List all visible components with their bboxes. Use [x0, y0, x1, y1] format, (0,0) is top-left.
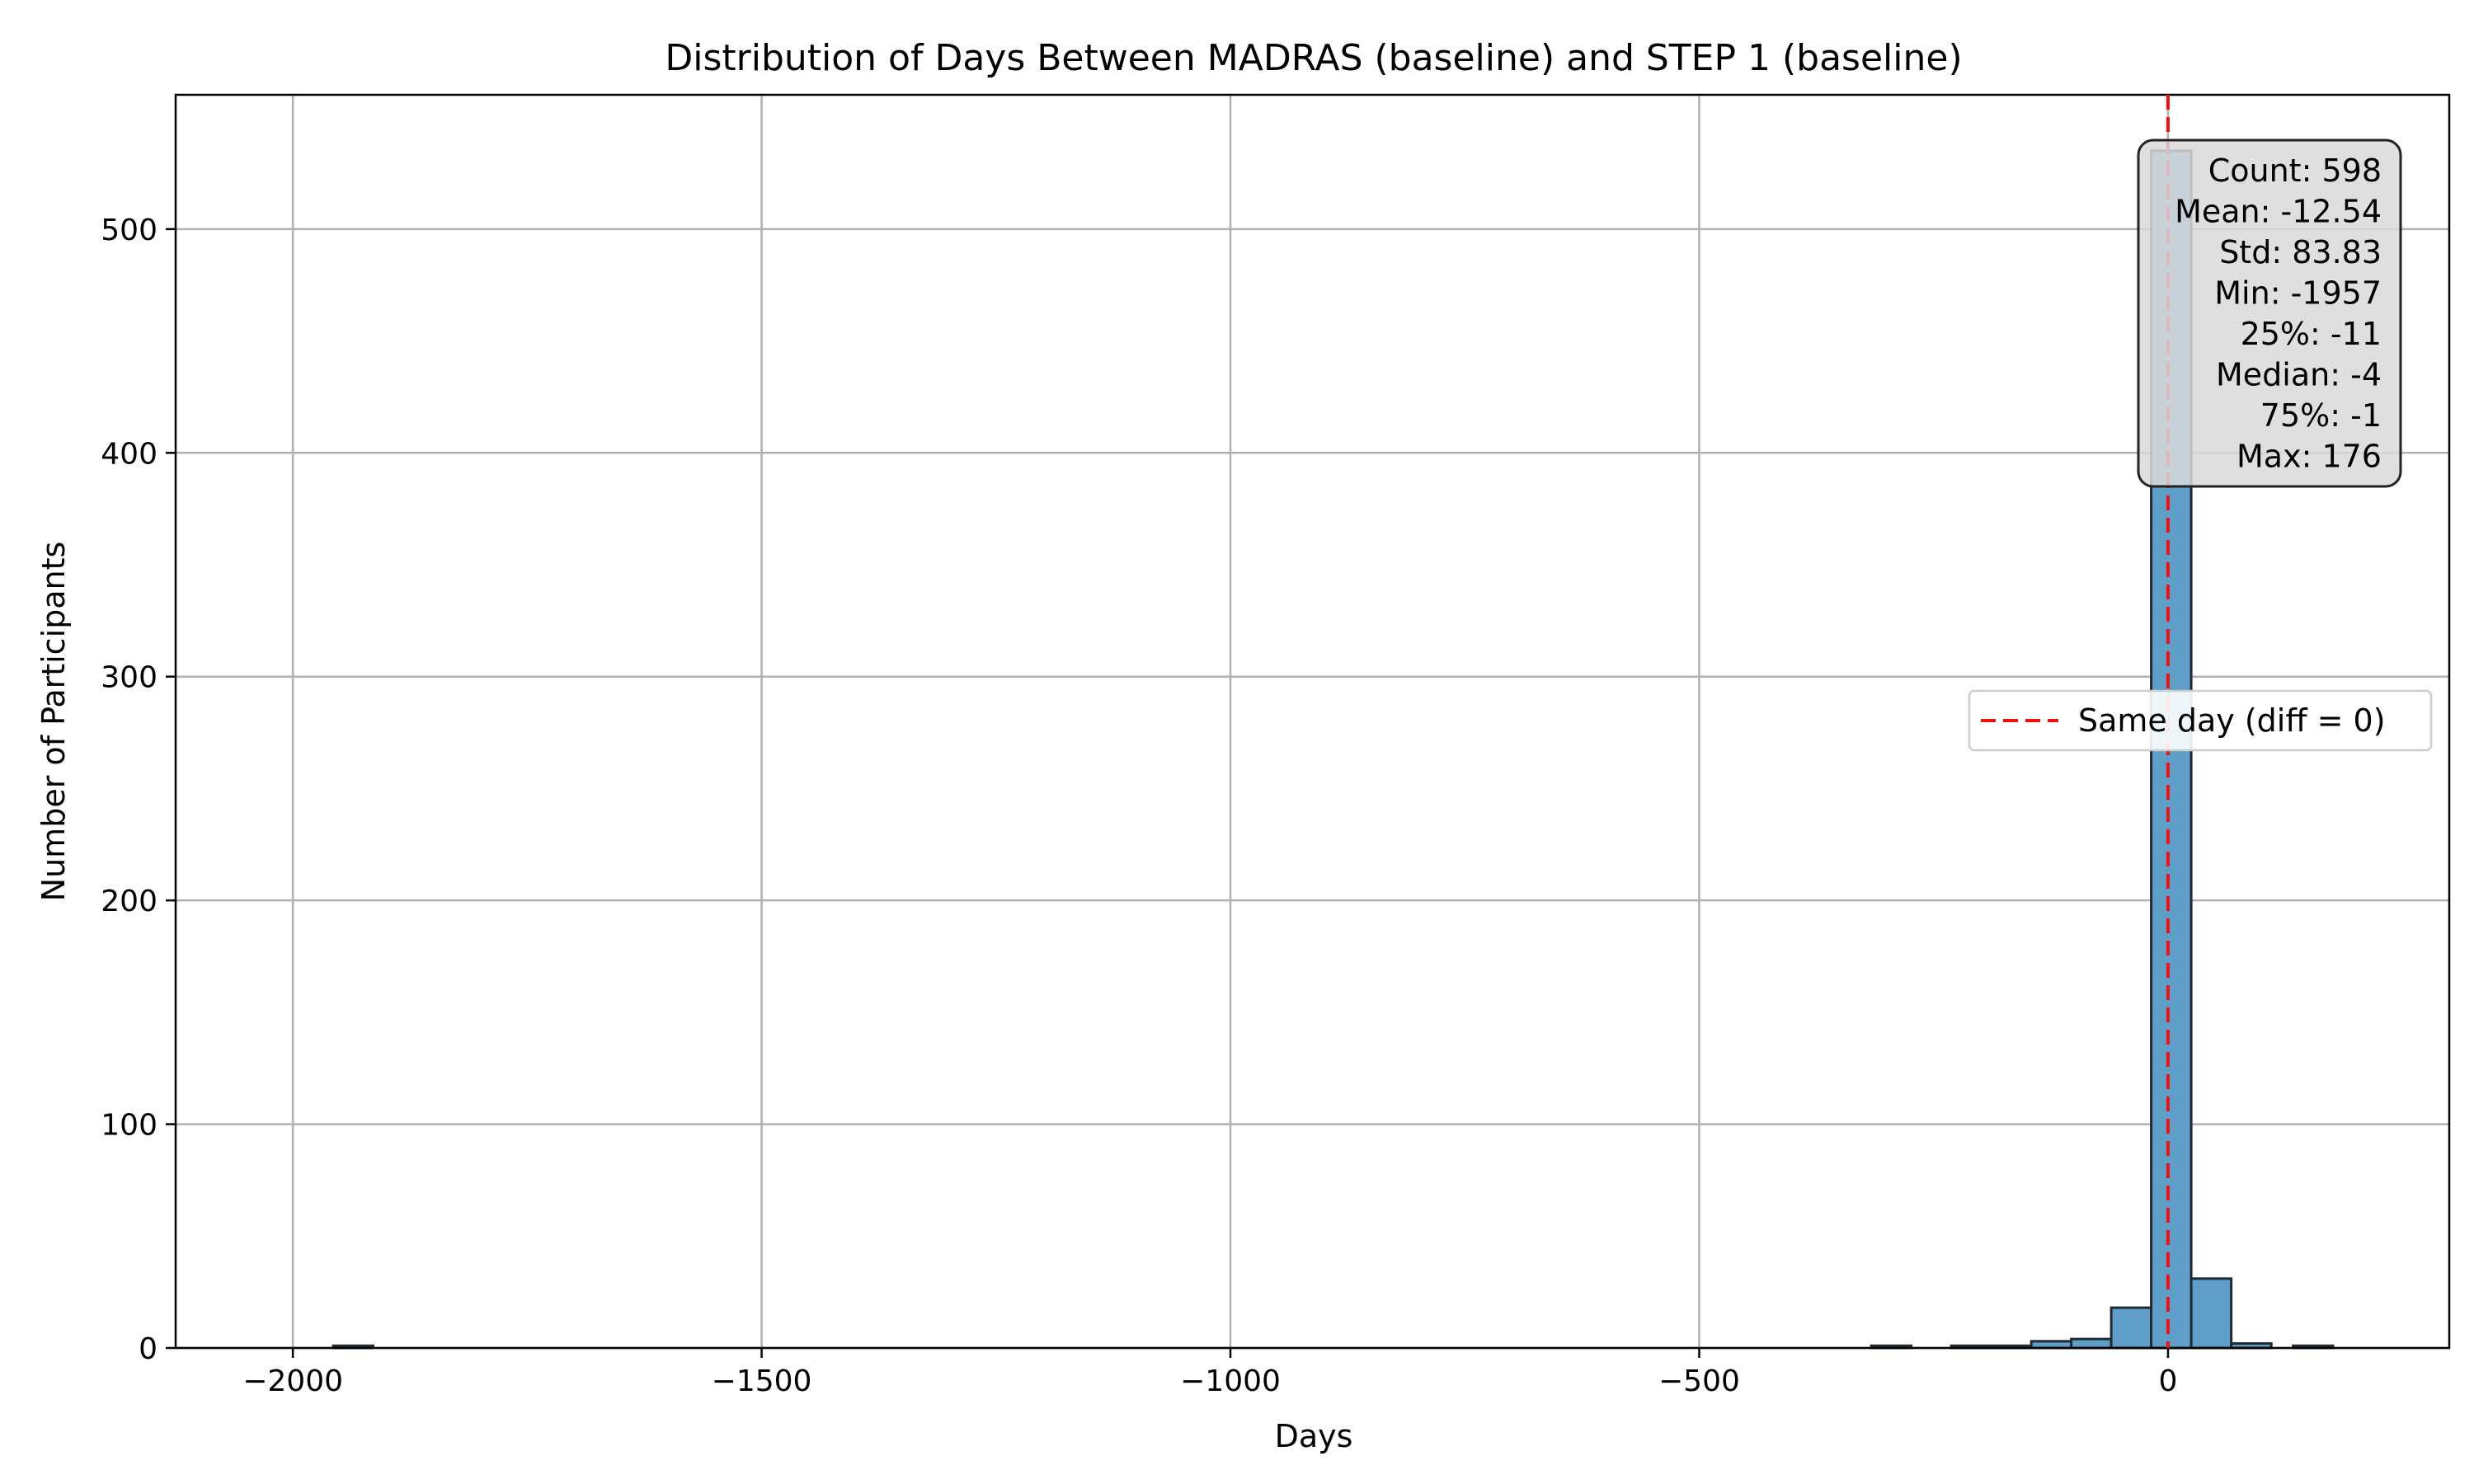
stats-line: Mean: -12.54: [2175, 194, 2382, 230]
y-axis-label: Number of Participants: [35, 542, 72, 902]
stats-line: Min: -1957: [2214, 275, 2382, 312]
y-tick-label: 200: [101, 885, 158, 918]
stats-line: 25%: -11: [2241, 316, 2382, 352]
stats-line: Max: 176: [2236, 439, 2382, 475]
histogram-bar: [2189, 1277, 2233, 1350]
stats-line: 75%: -1: [2260, 397, 2382, 434]
legend: Same day (diff = 0): [1968, 689, 2433, 752]
stats-box-background: [2137, 139, 2402, 488]
y-tick-label: 0: [139, 1332, 158, 1366]
y-tick-label: 500: [101, 214, 158, 247]
y-tick-label: 100: [101, 1109, 158, 1143]
legend-entry-label: Same day (diff = 0): [2078, 702, 2386, 739]
x-tick-label: 0: [2158, 1364, 2177, 1398]
histogram-bar: [2070, 1337, 2113, 1350]
stats-line: Median: -4: [2216, 357, 2382, 393]
x-tick-label: −1000: [1180, 1364, 1281, 1398]
x-tick-label: −500: [1658, 1364, 1740, 1398]
stats-text: Count: 598 Mean: -12.54 Std: 83.83 Min: -19…: [2175, 153, 2382, 475]
legend-box: [1968, 689, 2433, 752]
plot-frame: [174, 93, 2451, 1350]
y-tick-label: 400: [101, 437, 158, 471]
histogram-bar: [2109, 1306, 2153, 1350]
x-tick-label: −2000: [242, 1364, 343, 1398]
stats-box: Count: 598 Mean: -12.54 Std: 83.83 Min: -19…: [2137, 139, 2402, 488]
y-tick-label: 300: [101, 661, 158, 695]
stats-line: Count: 598: [2208, 153, 2382, 189]
axis-ticks: −2000 −1500 −1000 −500 0 0 100 200 300 400 500: [101, 214, 2177, 1398]
chart-title: Distribution of Days Between MADRAS (bas…: [665, 37, 1962, 79]
x-tick-label: −1500: [712, 1364, 812, 1398]
x-axis-label: Days: [1275, 1418, 1353, 1454]
stats-line: Std: 83.83: [2219, 234, 2382, 270]
